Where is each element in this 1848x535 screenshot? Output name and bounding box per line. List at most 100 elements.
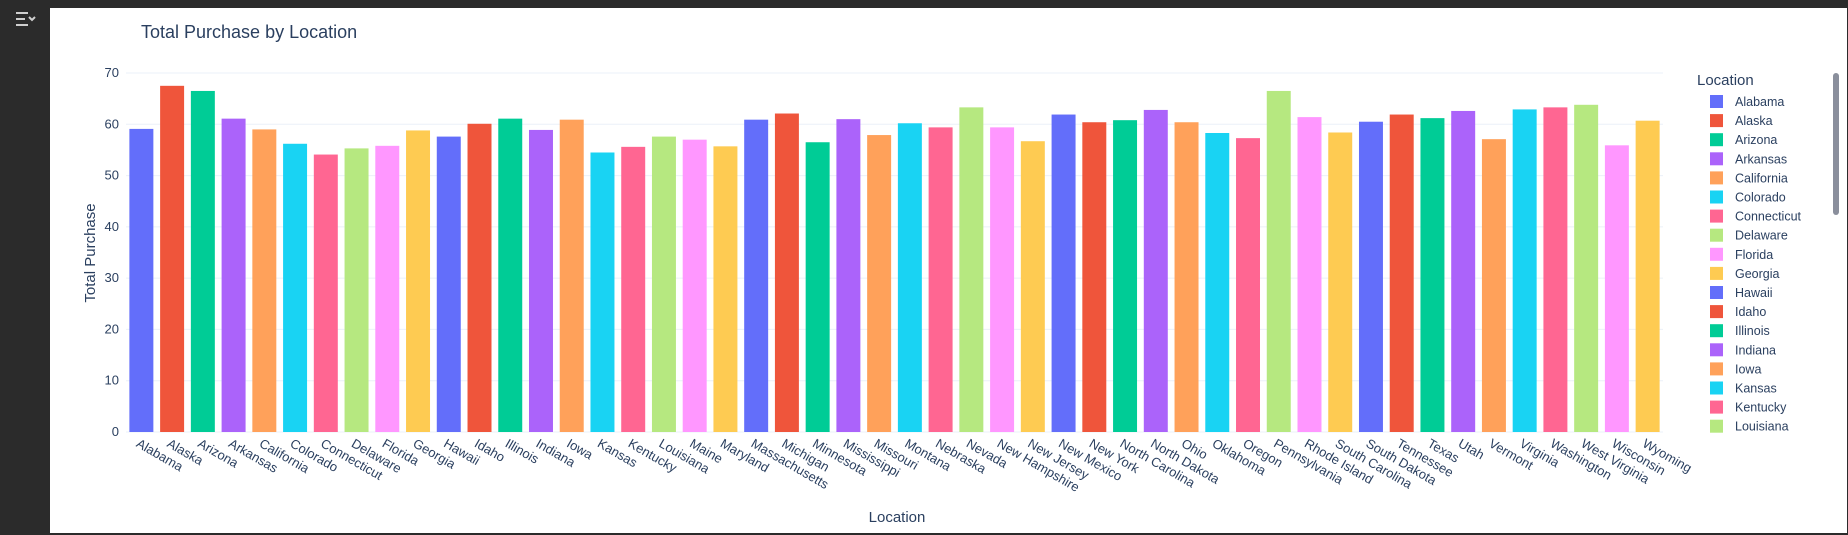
legend-swatch: [1710, 95, 1723, 108]
bar-connecticut[interactable]: [313, 154, 338, 432]
chart-panel: Total Purchase by Location 0 10 20 30 40 50 60…: [50, 8, 1847, 533]
bar-iowa[interactable]: [559, 119, 584, 433]
bar-alaska[interactable]: [160, 85, 185, 433]
bars: [129, 85, 1660, 433]
bar-tennessee[interactable]: [1389, 114, 1414, 432]
bar-florida[interactable]: [375, 145, 400, 432]
chart-title: Total Purchase by Location: [141, 22, 357, 42]
bar-illinois[interactable]: [498, 118, 523, 432]
legend-swatch: [1710, 362, 1723, 376]
legend-item[interactable]: Arizona: [1710, 133, 1777, 147]
legend-item[interactable]: Colorado: [1710, 190, 1786, 205]
legend-label: Florida: [1735, 248, 1773, 262]
top-bar: [0, 0, 1848, 8]
bar-delaware[interactable]: [344, 148, 369, 432]
bar-arkansas[interactable]: [221, 118, 246, 432]
bar-maryland[interactable]: [713, 146, 738, 433]
legend-label: Georgia: [1735, 267, 1780, 281]
panel-toggle-icon: [16, 12, 36, 26]
legend-swatch: [1710, 286, 1723, 299]
legend-item[interactable]: Kansas: [1710, 381, 1777, 396]
legend-label: Connecticut: [1735, 210, 1802, 224]
legend-label: California: [1735, 171, 1788, 185]
legend-item[interactable]: Alaska: [1710, 114, 1773, 128]
bar-wyoming[interactable]: [1635, 120, 1660, 433]
legend-item[interactable]: Hawaii: [1710, 286, 1773, 300]
legend-item[interactable]: Alabama: [1710, 95, 1784, 109]
legend-item[interactable]: California: [1710, 171, 1788, 185]
bar-ohio[interactable]: [1174, 122, 1199, 432]
bar-nevada[interactable]: [959, 107, 984, 433]
y-tick-label: 20: [105, 321, 119, 336]
bar-massachusetts[interactable]: [744, 119, 769, 433]
legend-item[interactable]: Indiana: [1710, 343, 1776, 357]
x-tick-label: Utah: [1456, 436, 1487, 463]
y-tick-label: 0: [112, 424, 119, 439]
bar-arizona[interactable]: [190, 90, 215, 432]
legend-item[interactable]: Georgia: [1710, 266, 1780, 281]
bar-north-carolina[interactable]: [1113, 120, 1138, 432]
bar-california[interactable]: [252, 129, 277, 432]
legend-swatch: [1710, 324, 1723, 338]
legend-item[interactable]: Iowa: [1710, 362, 1761, 376]
bar-south-dakota[interactable]: [1358, 121, 1383, 432]
bar-kansas[interactable]: [590, 152, 615, 432]
bar-rhode-island[interactable]: [1297, 117, 1322, 432]
legend-swatch: [1710, 133, 1723, 147]
bar-kentucky[interactable]: [621, 146, 646, 432]
legend-label: Arizona: [1735, 133, 1777, 147]
legend-swatch: [1710, 114, 1723, 128]
legend-swatch: [1710, 381, 1723, 395]
bar-montana[interactable]: [897, 123, 922, 432]
bar-michigan[interactable]: [774, 113, 799, 432]
bar-south-carolina[interactable]: [1328, 132, 1353, 432]
legend-label: Kentucky: [1735, 401, 1787, 415]
bar-utah[interactable]: [1451, 110, 1476, 433]
bar-virginia[interactable]: [1512, 109, 1537, 433]
legend-scrollbar[interactable]: [1833, 73, 1839, 215]
bar-new-mexico[interactable]: [1051, 114, 1076, 432]
bar-louisiana[interactable]: [651, 136, 676, 432]
y-axis-ticks: 0 10 20 30 40 50 60 70: [105, 65, 119, 439]
bar-new-york[interactable]: [1082, 122, 1107, 432]
bar-idaho[interactable]: [467, 123, 492, 432]
bar-indiana[interactable]: [529, 129, 553, 433]
y-tick-label: 70: [105, 65, 119, 80]
bar-oregon[interactable]: [1236, 138, 1260, 432]
legend-item[interactable]: Arkansas: [1710, 152, 1787, 166]
legend-swatch: [1710, 228, 1723, 242]
bar-nebraska[interactable]: [928, 127, 953, 432]
bar-north-dakota[interactable]: [1143, 109, 1168, 432]
legend-swatch: [1710, 247, 1723, 261]
bar-georgia[interactable]: [406, 130, 431, 432]
legend-label: Idaho: [1735, 305, 1766, 319]
bar-missouri[interactable]: [867, 135, 892, 432]
legend-item[interactable]: Delaware: [1710, 228, 1788, 243]
bar-texas[interactable]: [1420, 118, 1445, 432]
bar-alabama[interactable]: [129, 128, 154, 432]
bar-mississippi[interactable]: [836, 119, 861, 433]
bar-new-hampshire[interactable]: [990, 127, 1015, 432]
bar-hawaii[interactable]: [436, 136, 461, 432]
bar-pennsylvania[interactable]: [1266, 90, 1291, 432]
y-tick-label: 60: [105, 116, 119, 131]
y-tick-label: 40: [105, 219, 119, 234]
bar-oklahoma[interactable]: [1205, 133, 1230, 433]
bar-maine[interactable]: [682, 139, 707, 432]
legend-item[interactable]: Illinois: [1710, 324, 1770, 338]
bar-wisconsin[interactable]: [1604, 145, 1629, 432]
bar-vermont[interactable]: [1481, 139, 1506, 432]
legend-item[interactable]: Kentucky: [1710, 400, 1787, 415]
bar-colorado[interactable]: [283, 143, 308, 432]
legend-item[interactable]: Idaho: [1710, 305, 1766, 319]
legend-item[interactable]: Florida: [1710, 247, 1773, 262]
bar-new-jersey[interactable]: [1020, 141, 1045, 432]
panel-toggle-button[interactable]: [10, 6, 40, 32]
legend-label: Alaska: [1735, 114, 1773, 128]
y-tick-label: 50: [105, 168, 119, 183]
legend-item[interactable]: Louisiana: [1710, 419, 1789, 434]
bar-washington[interactable]: [1543, 107, 1568, 433]
bar-minnesota[interactable]: [805, 142, 830, 432]
bar-west-virginia[interactable]: [1574, 104, 1599, 432]
legend-item[interactable]: Connecticut: [1710, 209, 1802, 224]
